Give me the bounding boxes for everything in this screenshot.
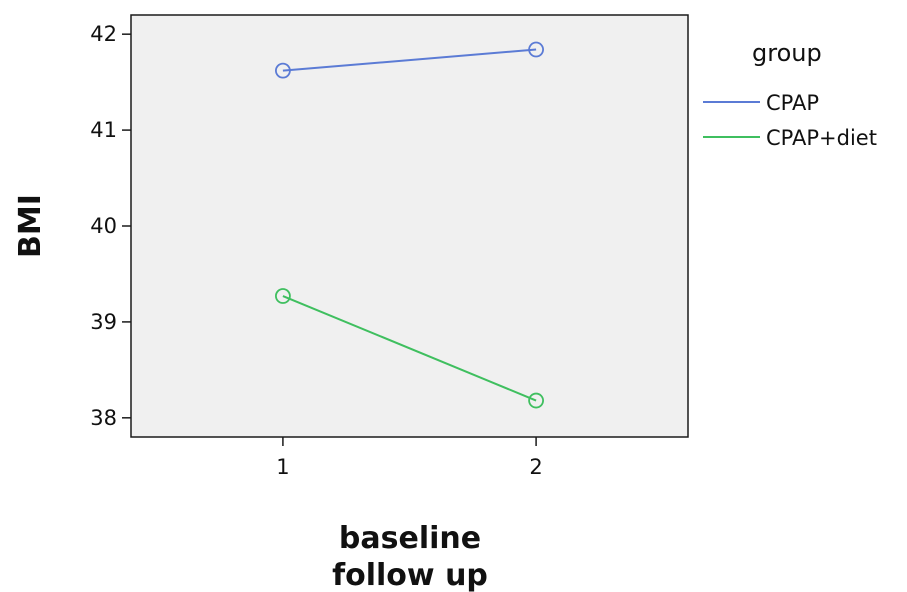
series-line-cpap-diet bbox=[282, 295, 537, 402]
series-line-cpap bbox=[282, 48, 537, 72]
y-tick-label-40: 40 bbox=[90, 214, 117, 238]
series-layer bbox=[275, 41, 544, 409]
point-cpap-1 bbox=[275, 62, 291, 79]
x-tick-label-2: 2 bbox=[529, 455, 542, 479]
legend-label-cpap: CPAP bbox=[766, 91, 819, 115]
legend: group CPAP CPAP+diet bbox=[703, 39, 877, 150]
point-cpap-diet-2 bbox=[528, 392, 544, 409]
plot-area bbox=[130, 14, 689, 438]
legend-title: group bbox=[752, 39, 822, 67]
x-axis-title-line-1: baseline bbox=[339, 521, 481, 556]
y-tick-label-42: 42 bbox=[90, 22, 117, 46]
y-tick-label-39: 39 bbox=[90, 310, 117, 334]
point-cpap-2 bbox=[528, 41, 544, 58]
x-tick-label-1: 1 bbox=[276, 455, 289, 479]
y-tick-label-41: 41 bbox=[90, 118, 117, 142]
y-axis-title: BMI bbox=[13, 194, 48, 258]
y-tick-label-38: 38 bbox=[90, 406, 117, 430]
legend-label-cpap-diet: CPAP+diet bbox=[766, 126, 877, 150]
y-axis: 38 39 40 41 42 bbox=[90, 22, 131, 430]
x-axis-title-line-2: follow up bbox=[332, 558, 488, 592]
point-cpap-diet-1 bbox=[275, 288, 291, 304]
